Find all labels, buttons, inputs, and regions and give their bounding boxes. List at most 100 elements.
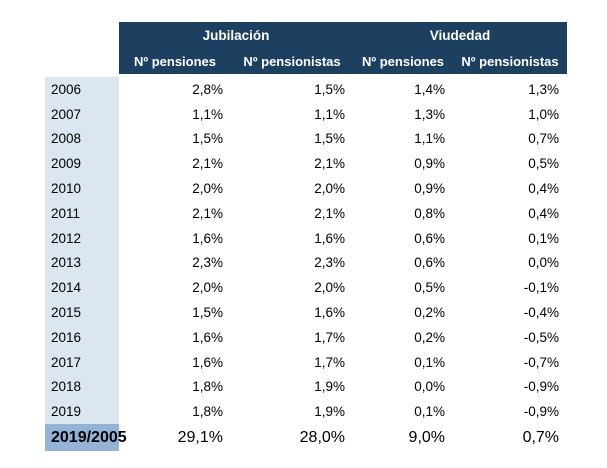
table-row: 2010 2,0% 2,0% 0,9% 0,4%: [45, 176, 567, 201]
value-cell: 1,9%: [314, 379, 346, 395]
value-cell: 1,8%: [192, 379, 223, 395]
col-header-viudedad-pensiones: Nº pensiones: [353, 49, 454, 74]
value-cell: 0,4%: [528, 181, 560, 197]
table-row: 2019 1,8% 1,9% 0,1% -0,9%: [45, 399, 567, 425]
year-label: 2012: [45, 225, 119, 251]
value-cell: 2,1%: [192, 205, 223, 221]
summary-value-cell: 29,1%: [177, 428, 223, 446]
value-cell: 1,1%: [314, 106, 346, 122]
corner-cell: [45, 22, 119, 49]
summary-label: 2019/2005: [45, 424, 127, 452]
year-label: 2017: [45, 349, 119, 375]
value-cell: 1,5%: [192, 305, 223, 321]
value-cell: -0,9%: [523, 379, 560, 395]
value-cell: 0,1%: [414, 354, 446, 370]
year-label: 2008: [45, 126, 119, 152]
value-cell: 0,5%: [414, 280, 446, 296]
value-cell: 0,8%: [414, 205, 446, 221]
value-cell: 0,2%: [414, 305, 446, 321]
value-cell: 1,3%: [414, 106, 446, 122]
value-cell: 2,1%: [192, 156, 223, 172]
value-cell: 1,4%: [414, 81, 446, 97]
table-row: 2017 1,6% 1,7% 0,1% -0,7%: [45, 349, 567, 375]
year-label: 2009: [45, 151, 119, 177]
value-cell: 0,0%: [528, 255, 560, 271]
year-label: 2016: [45, 324, 119, 350]
table-row: 2014 2,0% 2,0% 0,5% -0,1%: [45, 275, 567, 301]
value-cell: 1,6%: [314, 230, 346, 246]
value-cell: 1,7%: [314, 329, 346, 345]
value-cell: 2,3%: [314, 255, 346, 271]
table-row: 2007 1,1% 1,1% 1,3% 1,0%: [45, 101, 567, 127]
value-cell: 1,6%: [192, 354, 223, 370]
value-cell: 1,0%: [528, 106, 560, 122]
value-cell: 1,1%: [414, 131, 446, 147]
year-label: 2019: [45, 399, 119, 425]
value-cell: 1,6%: [192, 230, 223, 246]
year-label: 2007: [45, 101, 119, 127]
year-label: 2011: [45, 200, 119, 226]
table-row: 2018 1,8% 1,9% 0,0% -0,9%: [45, 374, 567, 400]
value-cell: 1,7%: [314, 354, 346, 370]
table-row: 2013 2,3% 2,3% 0,6% 0,0%: [45, 250, 567, 276]
value-cell: 0,6%: [414, 255, 446, 271]
col-header-jubilacion-pensiones: Nº pensiones: [119, 49, 231, 74]
value-cell: 0,6%: [414, 230, 446, 246]
table-row: 2009 2,1% 2,1% 0,9% 0,5%: [45, 151, 567, 177]
table-body: 2006 2,8% 1,5% 1,4% 1,3% 2007 1,1% 1,1% 1,3% 1,0%…: [45, 77, 567, 425]
value-cell: 2,1%: [314, 156, 346, 172]
year-label: 2018: [45, 374, 119, 400]
table-row: 2015 1,5% 1,6% 0,2% -0,4%: [45, 300, 567, 325]
group-header-viudedad: Viudedad: [353, 22, 568, 49]
table-footer: 2019/2005 29,1% 28,0% 9,0% 0,7%: [45, 424, 567, 452]
corner-cell: [45, 49, 119, 74]
table-header: Jubilación Viudedad Nº pensiones Nº pens…: [45, 22, 568, 77]
value-cell: 2,0%: [192, 280, 223, 296]
table-row: 2008 1,5% 1,5% 1,1% 0,7%: [45, 126, 567, 152]
year-label: 2010: [45, 176, 119, 201]
value-cell: 1,9%: [314, 404, 346, 420]
summary-row: 2019/2005 29,1% 28,0% 9,0% 0,7%: [45, 424, 567, 452]
value-cell: 0,0%: [414, 379, 446, 395]
value-cell: 2,0%: [192, 181, 223, 197]
year-label: 2015: [45, 300, 119, 325]
value-cell: 0,7%: [528, 131, 560, 147]
value-cell: 1,8%: [192, 404, 223, 420]
value-cell: 2,0%: [314, 181, 346, 197]
year-label: 2013: [45, 250, 119, 276]
value-cell: 0,9%: [414, 181, 446, 197]
table-row: 2016 1,6% 1,7% 0,2% -0,5%: [45, 324, 567, 350]
value-cell: 1,6%: [314, 305, 346, 321]
group-header-row: Jubilación Viudedad: [45, 22, 568, 49]
summary-value-cell: 0,7%: [522, 428, 560, 446]
value-cell: -0,1%: [523, 280, 560, 296]
table-row: 2011 2,1% 2,1% 0,8% 0,4%: [45, 200, 567, 226]
year-label: 2006: [45, 77, 119, 102]
value-cell: 2,8%: [192, 81, 223, 97]
value-cell: 1,1%: [192, 106, 223, 122]
group-header-jubilacion: Jubilación: [119, 22, 354, 49]
value-cell: 0,5%: [528, 156, 560, 172]
summary-value-cell: 9,0%: [408, 428, 446, 446]
value-cell: -0,9%: [523, 404, 560, 420]
value-cell: 2,1%: [314, 205, 346, 221]
value-cell: 0,4%: [528, 205, 560, 221]
value-cell: -0,4%: [523, 305, 560, 321]
value-cell: -0,7%: [523, 354, 560, 370]
table-row: 2006 2,8% 1,5% 1,4% 1,3%: [45, 77, 567, 102]
col-header-viudedad-pensionistas: Nº pensionistas: [453, 49, 568, 74]
value-cell: 0,1%: [528, 230, 560, 246]
col-header-jubilacion-pensionistas: Nº pensionistas: [231, 49, 354, 74]
value-cell: 0,1%: [414, 404, 446, 420]
value-cell: 1,5%: [314, 81, 346, 97]
pension-growth-table: Jubilación Viudedad Nº pensiones Nº pens…: [45, 22, 568, 452]
value-cell: 1,5%: [192, 131, 223, 147]
value-cell: 1,5%: [314, 131, 346, 147]
value-cell: 2,0%: [314, 280, 346, 296]
value-cell: 0,9%: [414, 156, 446, 172]
value-cell: 1,3%: [528, 81, 560, 97]
value-cell: 0,2%: [414, 329, 446, 345]
value-cell: -0,5%: [523, 329, 560, 345]
summary-value-cell: 28,0%: [299, 428, 346, 446]
table-row: 2012 1,6% 1,6% 0,6% 0,1%: [45, 225, 567, 251]
